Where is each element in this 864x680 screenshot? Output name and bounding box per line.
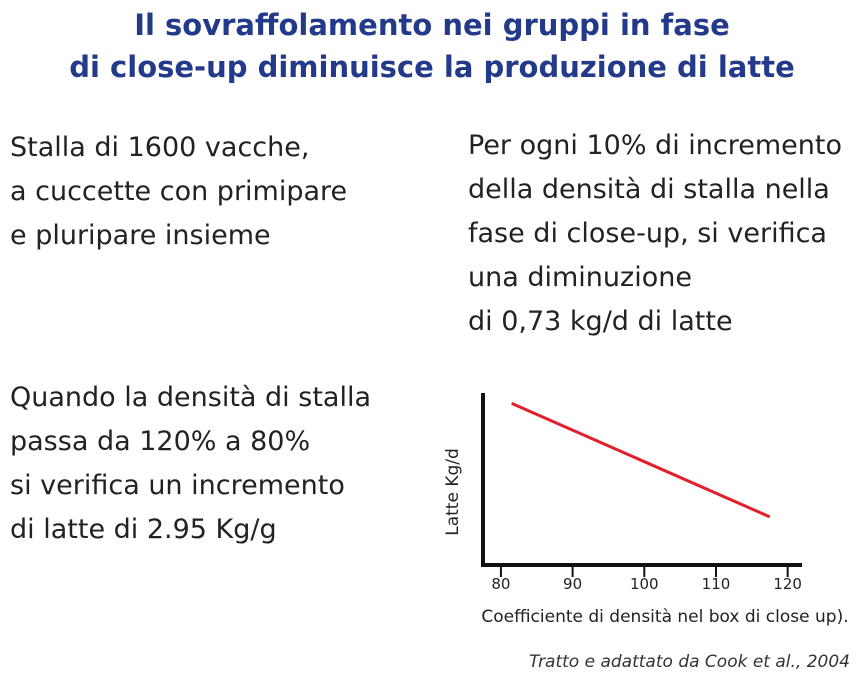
text-line: Quando la densità di stalla	[10, 382, 372, 413]
x-tick-label: 100	[630, 575, 659, 593]
text-line: di latte di 2.95 Kg/g	[10, 514, 277, 545]
y-axis-label: Latte Kg/d	[443, 448, 463, 536]
text-block: Per ogni 10% di incremento della densità …	[468, 124, 842, 344]
text-block: Quando la densità di stalla passa da 120%…	[10, 376, 371, 552]
x-tick-label: 80	[491, 575, 510, 593]
text-block: Stalla di 1600 vacche, a cuccette con pri…	[10, 126, 347, 258]
title-line: Il sovraffolamento nei gruppi in fase	[134, 8, 730, 42]
x-tick-label: 120	[773, 575, 802, 593]
text-line: della densità di stalla nella	[468, 174, 830, 205]
x-axis-label: Coefficiente di densità nel box di close…	[481, 607, 848, 627]
x-tick-label: 110	[702, 575, 731, 593]
text-line: e pluripare insieme	[10, 220, 271, 251]
text-line: a cuccette con primipare	[10, 176, 348, 207]
text-line: fase di close-up, si verifica	[468, 218, 827, 249]
data-line	[511, 401, 771, 519]
title-line: di close-up diminuisce la produzione di …	[69, 50, 795, 84]
x-tick-label: 90	[563, 575, 582, 593]
source: Tratto e adattato da Cook et al., 2004	[529, 652, 850, 672]
text-line: Per ogni 10% di incremento	[468, 130, 842, 161]
text-line: si verifica un incremento	[10, 470, 345, 501]
text-line: una diminuzione	[468, 262, 692, 293]
text-line: Stalla di 1600 vacche,	[10, 132, 310, 163]
text-line: passa da 120% a 80%	[10, 426, 311, 457]
text-line: di 0,73 kg/d di latte	[468, 306, 733, 337]
